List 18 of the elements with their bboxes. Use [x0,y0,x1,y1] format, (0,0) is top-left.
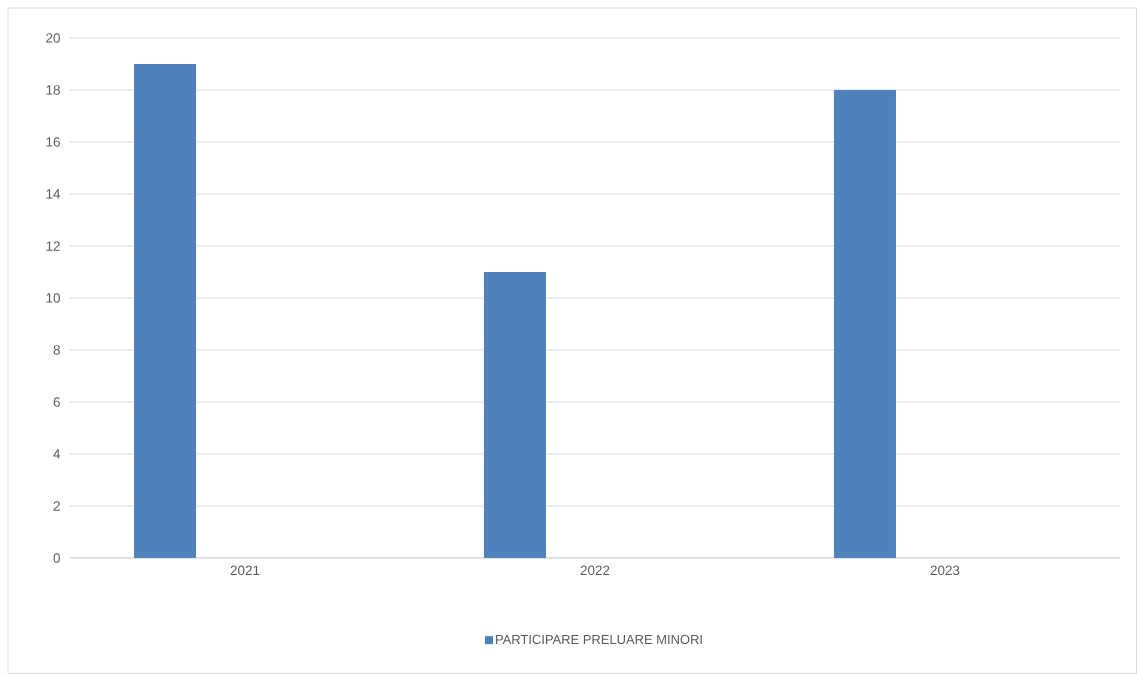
y-tick-label: 12 [46,241,60,251]
bar [833,89,896,558]
y-tick-label: 6 [53,397,60,407]
y-tick-label: 16 [46,137,60,147]
x-tick-label: 2022 [580,565,610,576]
y-tick-label: 14 [46,189,61,199]
y-tick-label: 0 [53,553,60,563]
y-tick-label: 10 [46,293,60,303]
y-tick-label: 8 [53,345,60,355]
bar [484,271,546,558]
y-tick-label: 20 [46,33,60,43]
bar [134,63,196,558]
x-tick-label: 2023 [930,565,960,576]
x-tick-label: 2021 [230,565,260,576]
y-tick-label: 2 [53,501,60,511]
legend-label: PARTICIPARE PRELUARE MINORI [496,634,702,645]
y-tick-label: 18 [46,85,60,95]
y-tick-label: 4 [53,449,61,459]
